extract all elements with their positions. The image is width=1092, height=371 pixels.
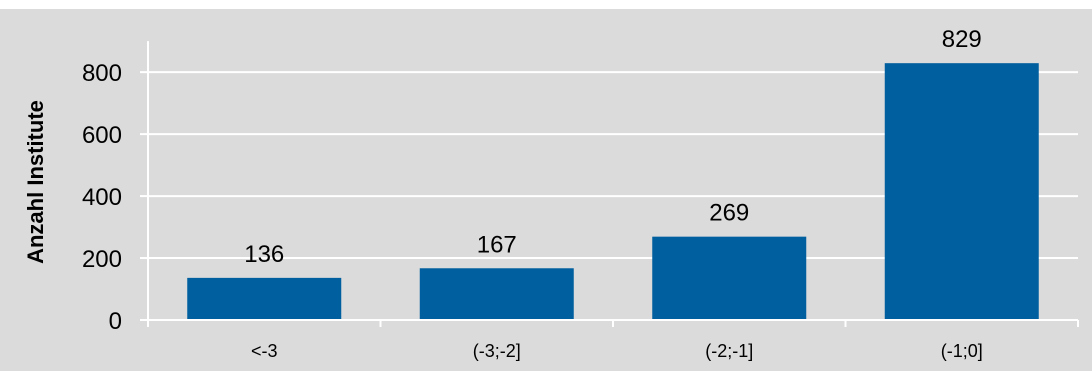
data-label: 269 (709, 200, 749, 227)
bar (187, 277, 342, 320)
x-tick-label: <-3 (251, 341, 278, 361)
data-label: 167 (477, 231, 517, 258)
bars (187, 63, 1039, 320)
y-tick-label: 600 (82, 122, 122, 149)
data-label: 136 (244, 241, 284, 268)
y-tick-label: 800 (82, 60, 122, 87)
axes (140, 41, 1079, 327)
x-tick-label: (-1;0] (941, 341, 983, 361)
y-tick-label: 200 (82, 246, 122, 273)
labels: 0 200 400 600 800 136 <-3 167 (-3;-2] 269 (-2;-1] 8… (82, 26, 983, 361)
bar (419, 268, 574, 320)
bar (652, 236, 807, 320)
y-tick-label: 0 (109, 308, 122, 335)
y-tick-label: 400 (82, 184, 122, 211)
bar (884, 63, 1039, 320)
y-axis-title: Anzahl Institute (23, 100, 48, 264)
x-tick-label: (-3;-2] (473, 341, 521, 361)
x-tick-label: (-2;-1] (705, 341, 753, 361)
data-label: 829 (942, 26, 982, 53)
